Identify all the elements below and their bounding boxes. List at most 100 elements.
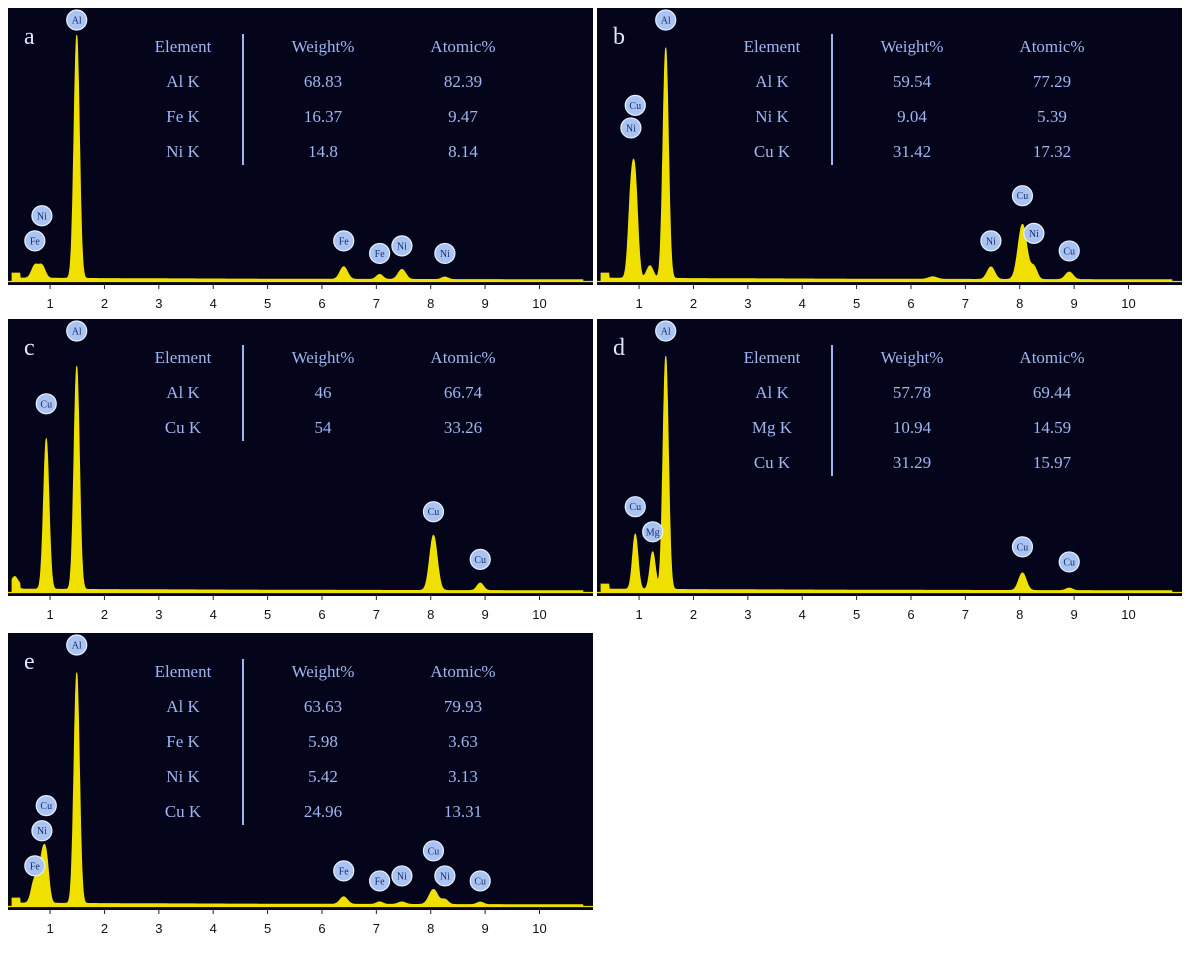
x-tick-label: 2 (690, 296, 697, 311)
element-marker-cu-2 (35, 393, 57, 415)
x-axis-bar (8, 596, 593, 629)
x-tick-label: 1 (635, 607, 642, 622)
element-marker-label: Ni (397, 241, 407, 252)
x-tick-label: 3 (155, 607, 162, 622)
x-tick-label: 4 (210, 921, 217, 936)
element-marker-fe-3 (24, 230, 46, 252)
x-tick-label: 1 (635, 296, 642, 311)
x-tick-label: 1 (46, 296, 53, 311)
x-tick-label: 2 (101, 607, 108, 622)
element-marker-label: Ni (440, 871, 450, 882)
spectrum-chart-b: b Element Weight% Atomic% Al K 59.54 77.29 Ni K… (597, 8, 1182, 318)
x-tick-label: 6 (318, 296, 325, 311)
table-header-2: Weight% (881, 348, 944, 367)
element-marker-label: Al (72, 641, 82, 652)
table-cell-r3-c1: Cu K (754, 453, 791, 472)
table-header-3: Atomic% (430, 37, 495, 56)
x-tick-label: 7 (962, 296, 969, 311)
table-cell-r3-c2: 31.29 (893, 453, 931, 472)
element-marker-cu-4 (469, 548, 491, 571)
spectrum-series (11, 34, 584, 282)
table-cell-r2-c3: 33.26 (444, 418, 482, 437)
element-marker-ni-9 (434, 865, 456, 887)
plot-background (8, 319, 593, 596)
table-cell-r2-c3: 14.59 (1033, 418, 1071, 437)
element-marker-label: Fe (375, 249, 386, 260)
element-marker-cu-4 (1011, 536, 1034, 558)
element-marker-label: Fe (339, 866, 350, 877)
element-marker-ni-6 (1023, 222, 1045, 244)
x-tick-label: 10 (1121, 296, 1135, 311)
element-marker-cu-2 (35, 795, 57, 817)
element-marker-ni-4 (980, 230, 1002, 252)
spectrum-series (11, 672, 584, 907)
table-header-2: Weight% (881, 37, 944, 56)
element-marker-cu-5 (1011, 185, 1034, 207)
table-header-3: Atomic% (1019, 37, 1084, 56)
element-marker-ni-3 (620, 117, 642, 139)
element-marker-label: Al (72, 16, 82, 27)
element-marker-label: Cu (629, 101, 641, 112)
x-tick-label: 8 (1016, 296, 1023, 311)
table-cell-r1-c3: 69.44 (1033, 383, 1072, 402)
x-tick-label: 4 (799, 607, 806, 622)
x-tick-label: 3 (744, 607, 751, 622)
plot-background (8, 633, 593, 910)
table-cell-r3-c1: Cu K (754, 142, 791, 161)
element-marker-fe-5 (333, 860, 355, 882)
spectrum-series (11, 365, 584, 593)
x-tick-label: 3 (744, 296, 751, 311)
table-cell-r3-c3: 3.13 (448, 767, 478, 786)
table-cell-r3-c2: 5.42 (308, 767, 338, 786)
table-cell-r1-c1: Al K (755, 72, 789, 91)
table-cell-r1-c1: Al K (166, 697, 200, 716)
x-tick-label: 5 (264, 296, 271, 311)
spectrum-panel-d: d Element Weight% Atomic% Al K 57.78 69.44 Mg K… (597, 319, 1182, 629)
table-cell-r2-c2: 5.98 (308, 732, 338, 751)
panel-label: d (613, 335, 625, 361)
element-marker-label: Fe (339, 236, 350, 247)
x-tick-label: 3 (155, 921, 162, 936)
element-marker-label: Cu (428, 846, 440, 857)
element-marker-label: Ni (397, 871, 407, 882)
x-tick-label: 4 (799, 296, 806, 311)
spectrum-panel-b: b Element Weight% Atomic% Al K 59.54 77.29 Ni K… (597, 8, 1182, 318)
table-cell-r1-c3: 82.39 (444, 72, 482, 91)
element-marker-al-1 (66, 634, 88, 656)
table-cell-r1-c3: 66.74 (444, 383, 483, 402)
spectrum-chart-a: a Element Weight% Atomic% Al K 68.83 82.39 Fe K… (8, 8, 593, 318)
plot-background (597, 8, 1182, 285)
element-marker-label: Fe (375, 876, 386, 887)
x-tick-label: 7 (373, 607, 380, 622)
element-marker-fe-4 (333, 230, 355, 252)
element-marker-cu-2 (624, 94, 646, 116)
element-marker-cu-8 (422, 840, 445, 862)
table-cell-r2-c1: Cu K (165, 418, 202, 437)
table-cell-r2-c3: 9.47 (448, 107, 478, 126)
element-marker-cu-10 (469, 870, 491, 892)
table-cell-r3-c1: Ni K (166, 142, 200, 161)
table-cell-r1-c2: 63.63 (304, 697, 342, 716)
element-marker-label: Al (661, 327, 671, 338)
x-tick-label: 5 (853, 296, 860, 311)
element-marker-ni-7 (391, 865, 413, 887)
table-cell-r2-c1: Fe K (166, 107, 200, 126)
table-cell-r2-c1: Ni K (755, 107, 789, 126)
table-cell-r2-c1: Mg K (752, 418, 793, 437)
x-tick-label: 4 (210, 296, 217, 311)
element-marker-fe-5 (369, 242, 391, 265)
element-marker-label: Ni (626, 123, 636, 134)
element-marker-label: Cu (40, 399, 52, 410)
table-cell-r3-c3: 8.14 (448, 142, 478, 161)
x-tick-label: 2 (690, 607, 697, 622)
element-marker-label: Ni (37, 826, 47, 837)
x-tick-label: 10 (532, 296, 546, 311)
x-tick-label: 4 (210, 607, 217, 622)
element-marker-label: Fe (30, 236, 41, 247)
x-tick-label: 10 (1121, 607, 1135, 622)
element-marker-label: Ni (440, 249, 450, 260)
table-cell-r1-c1: Al K (755, 383, 789, 402)
element-marker-label: Fe (30, 861, 41, 872)
element-marker-label: Cu (629, 502, 641, 513)
